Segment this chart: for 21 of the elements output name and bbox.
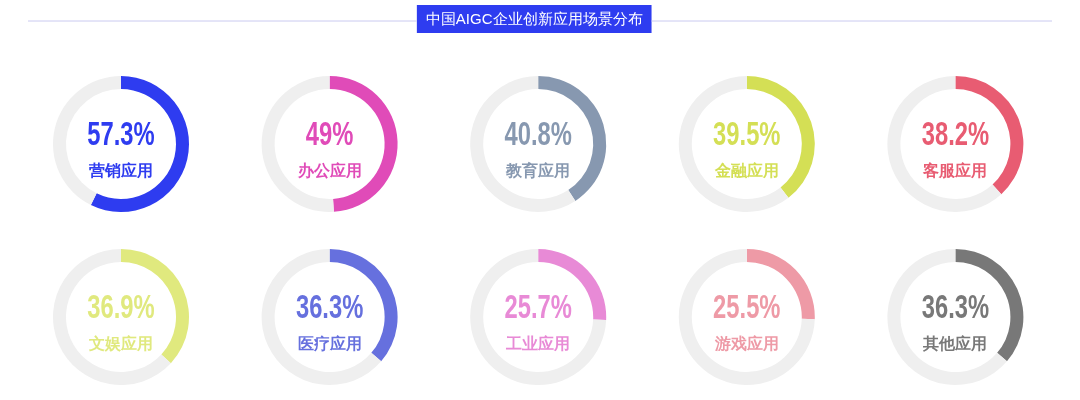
slice-label: 金融应用 xyxy=(713,161,779,179)
data-label: 25.7% xyxy=(504,288,572,325)
slice-label: 文娱应用 xyxy=(88,334,153,352)
data-label: 36.3% xyxy=(295,288,364,325)
data-label: 40.8% xyxy=(504,115,572,152)
slice-label: 客服应用 xyxy=(922,161,988,179)
slice-label: 游戏应用 xyxy=(713,334,779,352)
data-label: 36.3% xyxy=(921,288,990,325)
data-label: 38.2% xyxy=(921,115,990,152)
data-label: 39.5% xyxy=(713,115,781,152)
slice-label: 办公应用 xyxy=(296,161,362,179)
slice-label: 医疗应用 xyxy=(297,334,362,352)
slice-label: 营销应用 xyxy=(88,161,153,179)
slice-label: 其他应用 xyxy=(922,334,988,352)
data-label: 57.3% xyxy=(87,115,155,152)
slice-label: 教育应用 xyxy=(505,161,571,179)
data-label: 36.9% xyxy=(87,288,155,325)
data-label: 25.5% xyxy=(713,288,781,325)
data-label: 49% xyxy=(305,115,354,152)
title: 中国AIGC企业创新应用场景分布 xyxy=(425,9,643,27)
slice-label: 工业应用 xyxy=(505,334,571,352)
